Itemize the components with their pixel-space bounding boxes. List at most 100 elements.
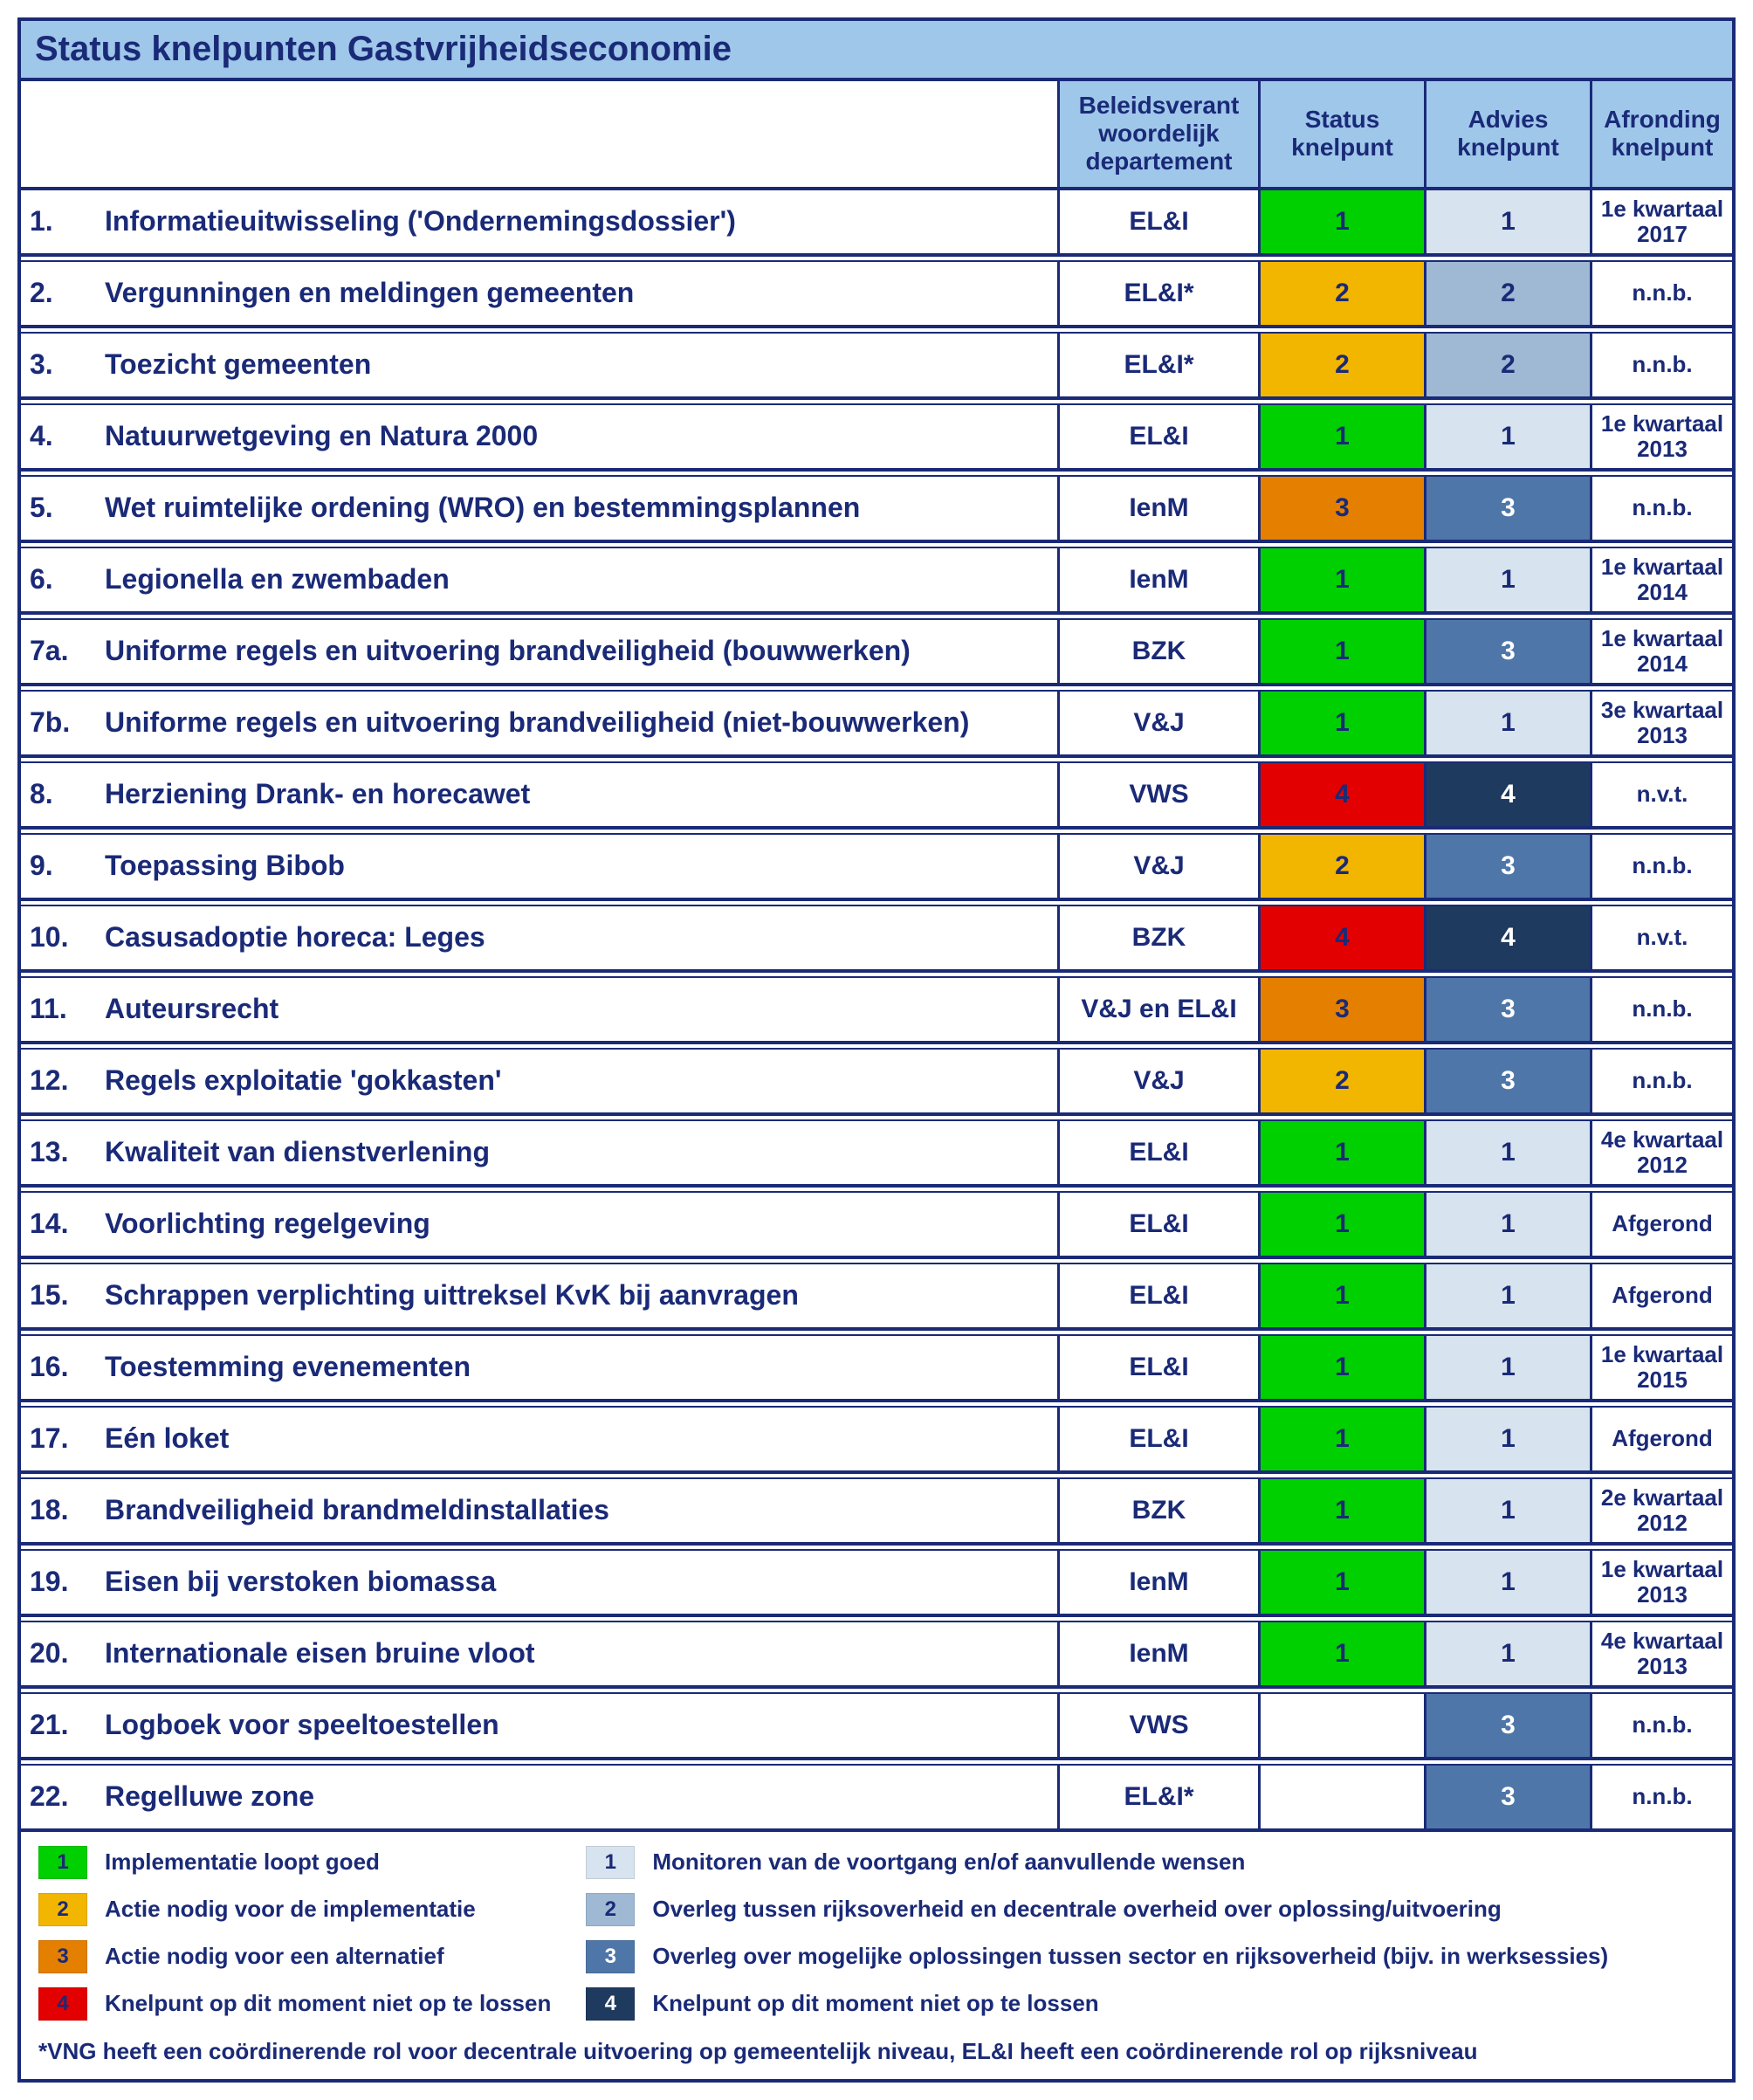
row-advies: 3 [1426, 1050, 1592, 1112]
row-status: 1 [1261, 620, 1426, 683]
row-number: 16. [21, 1336, 100, 1399]
row-afronding: 1e kwartaal2015 [1592, 1336, 1732, 1399]
row-afronding: n.n.b. [1592, 835, 1732, 898]
row-topic: Uniforme regels en uitvoering brandveili… [100, 620, 1060, 683]
table-row: 9.Toepassing BibobV&J23n.n.b. [21, 835, 1732, 901]
table-row: 21.Logboek voor speeltoestellenVWS3n.n.b… [21, 1694, 1732, 1760]
row-advies: 4 [1426, 763, 1592, 826]
table-row: 7a.Uniforme regels en uitvoering brandve… [21, 620, 1732, 686]
row-advies: 1 [1426, 1622, 1592, 1685]
legend-label: Knelpunt op dit moment niet op te lossen [105, 1990, 551, 2017]
row-afronding: n.n.b. [1592, 1050, 1732, 1112]
table-row: 13.Kwaliteit van dienstverleningEL&I114e… [21, 1121, 1732, 1188]
row-afronding: 1e kwartaal2014 [1592, 548, 1732, 611]
row-advies: 3 [1426, 1694, 1592, 1757]
row-topic: Voorlichting regelgeving [100, 1193, 1060, 1256]
row-dept: EL&I [1060, 1193, 1261, 1256]
row-afronding: 3e kwartaal2013 [1592, 692, 1732, 754]
legend-label: Overleg tussen rijksoverheid en decentra… [652, 1896, 1501, 1923]
row-advies: 1 [1426, 1264, 1592, 1327]
row-status: 1 [1261, 1551, 1426, 1614]
table-row: 22.Regelluwe zoneEL&I*3n.n.b. [21, 1766, 1732, 1832]
legend-label: Monitoren van de voortgang en/of aanvull… [652, 1849, 1245, 1876]
row-status: 1 [1261, 405, 1426, 468]
row-advies: 2 [1426, 334, 1592, 396]
row-topic: Wet ruimtelijke ordening (WRO) en bestem… [100, 477, 1060, 540]
row-advies: 1 [1426, 1336, 1592, 1399]
header-dept: Beleidsverantwoordelijkdepartement [1060, 81, 1261, 187]
row-afronding: n.n.b. [1592, 262, 1732, 325]
table-row: 8.Herziening Drank- en horecawetVWS44n.v… [21, 763, 1732, 830]
row-dept: EL&I [1060, 405, 1261, 468]
row-dept: VWS [1060, 1694, 1261, 1757]
row-topic: Informatieuitwisseling ('Ondernemingsdos… [100, 190, 1060, 253]
row-topic: Legionella en zwembaden [100, 548, 1060, 611]
table-row: 10.Casusadoptie horeca: LegesBZK44n.v.t. [21, 906, 1732, 973]
row-dept: EL&I* [1060, 334, 1261, 396]
row-topic: Vergunningen en meldingen gemeenten [100, 262, 1060, 325]
legend: 1Implementatie loopt goed2Actie nodig vo… [21, 1832, 1732, 2028]
legend-label: Overleg over mogelijke oplossingen tusse… [652, 1943, 1608, 1970]
row-status: 1 [1261, 1121, 1426, 1184]
row-topic: Auteursrecht [100, 978, 1060, 1041]
legend-status-item: 3Actie nodig voor een alternatief [38, 1940, 551, 1973]
row-status: 1 [1261, 190, 1426, 253]
row-dept: IenM [1060, 548, 1261, 611]
table-row: 16.Toestemming evenementenEL&I111e kwart… [21, 1336, 1732, 1402]
row-topic: Casusadoptie horeca: Leges [100, 906, 1060, 969]
row-number: 22. [21, 1766, 100, 1828]
row-topic: Natuurwetgeving en Natura 2000 [100, 405, 1060, 468]
table-row: 3.Toezicht gemeentenEL&I*22n.n.b. [21, 334, 1732, 400]
table-row: 6.Legionella en zwembadenIenM111e kwarta… [21, 548, 1732, 615]
row-advies: 2 [1426, 262, 1592, 325]
table-row: 2.Vergunningen en meldingen gemeentenEL&… [21, 262, 1732, 328]
row-status: 1 [1261, 1408, 1426, 1470]
row-advies: 3 [1426, 620, 1592, 683]
row-status [1261, 1766, 1426, 1828]
row-status: 1 [1261, 1264, 1426, 1327]
row-topic: Brandveiligheid brandmeldinstallaties [100, 1479, 1060, 1542]
row-dept: EL&I [1060, 1336, 1261, 1399]
legend-advies-item: 2Overleg tussen rijksoverheid en decentr… [586, 1893, 1608, 1926]
row-advies: 3 [1426, 978, 1592, 1041]
row-number: 14. [21, 1193, 100, 1256]
legend-advies-col: 1Monitoren van de voortgang en/of aanvul… [586, 1846, 1608, 2021]
row-dept: EL&I [1060, 1121, 1261, 1184]
row-advies: 1 [1426, 1121, 1592, 1184]
table-row: 14.Voorlichting regelgevingEL&I11Afgeron… [21, 1193, 1732, 1259]
row-number: 7a. [21, 620, 100, 683]
row-topic: Eisen bij verstoken biomassa [100, 1551, 1060, 1614]
row-afronding: 2e kwartaal2012 [1592, 1479, 1732, 1542]
table-row: 15.Schrappen verplichting uittreksel KvK… [21, 1264, 1732, 1331]
header-afronding: Afrondingknelpunt [1592, 81, 1732, 187]
table-title: Status knelpunten Gastvrijheidseconomie [21, 21, 1732, 81]
table-row: 19.Eisen bij verstoken biomassaIenM111e … [21, 1551, 1732, 1617]
legend-advies-item: 3Overleg over mogelijke oplossingen tuss… [586, 1940, 1608, 1973]
row-advies: 3 [1426, 1766, 1592, 1828]
row-status: 1 [1261, 1336, 1426, 1399]
row-status: 2 [1261, 334, 1426, 396]
row-dept: V&J [1060, 1050, 1261, 1112]
row-advies: 3 [1426, 835, 1592, 898]
row-afronding: Afgerond [1592, 1408, 1732, 1470]
row-number: 7b. [21, 692, 100, 754]
row-number: 1. [21, 190, 100, 253]
row-number: 19. [21, 1551, 100, 1614]
row-status: 2 [1261, 1050, 1426, 1112]
row-status: 3 [1261, 477, 1426, 540]
legend-status-item: 4Knelpunt op dit moment niet op te losse… [38, 1987, 551, 2021]
row-dept: BZK [1060, 906, 1261, 969]
row-afronding: n.n.b. [1592, 477, 1732, 540]
row-number: 11. [21, 978, 100, 1041]
row-status: 4 [1261, 906, 1426, 969]
row-dept: EL&I [1060, 1408, 1261, 1470]
row-status: 1 [1261, 548, 1426, 611]
row-afronding: 4e kwartaal2012 [1592, 1121, 1732, 1184]
row-topic: Regelluwe zone [100, 1766, 1060, 1828]
table-row: 1.Informatieuitwisseling ('Ondernemingsd… [21, 190, 1732, 257]
row-status [1261, 1694, 1426, 1757]
row-advies: 1 [1426, 1479, 1592, 1542]
row-dept: IenM [1060, 1551, 1261, 1614]
legend-label: Actie nodig voor de implementatie [105, 1896, 476, 1923]
row-advies: 3 [1426, 477, 1592, 540]
